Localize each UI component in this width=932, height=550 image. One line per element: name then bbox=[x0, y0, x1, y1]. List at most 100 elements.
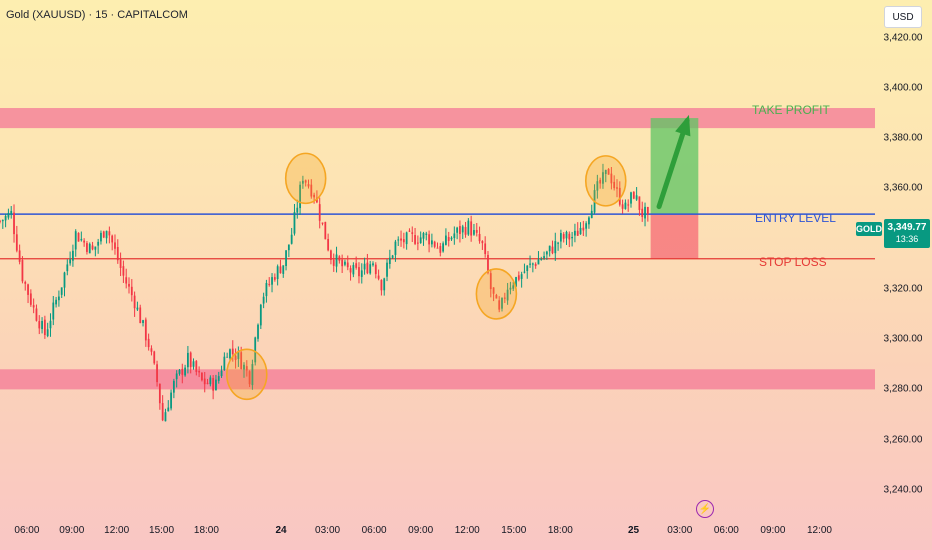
candle-body bbox=[377, 275, 380, 279]
candle-body bbox=[405, 232, 408, 245]
candle bbox=[646, 206, 649, 222]
candle-body bbox=[273, 277, 276, 280]
candle bbox=[582, 220, 585, 237]
candle bbox=[293, 203, 296, 236]
candle bbox=[363, 257, 366, 275]
candle-body bbox=[282, 265, 285, 274]
candle-body bbox=[181, 368, 184, 375]
candle-body bbox=[97, 241, 100, 246]
candle bbox=[251, 359, 254, 390]
candle-body bbox=[178, 369, 181, 374]
candle-body bbox=[136, 307, 139, 310]
currency-button[interactable]: USD bbox=[884, 6, 922, 28]
candle-body bbox=[285, 250, 287, 267]
candle-body bbox=[35, 308, 38, 321]
candle bbox=[501, 297, 503, 312]
candle-body bbox=[86, 243, 88, 252]
candle bbox=[86, 241, 88, 255]
candle bbox=[259, 303, 262, 330]
candle-body bbox=[301, 180, 304, 184]
candle-body bbox=[366, 262, 369, 274]
candle bbox=[116, 239, 119, 264]
candle-body bbox=[604, 169, 607, 174]
candle bbox=[574, 223, 576, 243]
candle bbox=[355, 256, 358, 270]
candle bbox=[330, 249, 332, 265]
candle-body bbox=[279, 266, 282, 274]
candle-body bbox=[501, 298, 503, 309]
candle bbox=[80, 231, 83, 242]
candle bbox=[209, 375, 212, 387]
candle-body bbox=[644, 206, 646, 219]
candle bbox=[49, 313, 52, 337]
candle bbox=[607, 168, 610, 175]
candle-body bbox=[624, 202, 627, 209]
candle bbox=[187, 345, 189, 374]
candle bbox=[537, 251, 540, 265]
candle-body bbox=[571, 236, 574, 239]
candle-body bbox=[352, 265, 355, 275]
candle-body bbox=[445, 235, 447, 245]
candle bbox=[397, 236, 400, 247]
candle bbox=[91, 241, 94, 251]
candle-body bbox=[150, 348, 153, 352]
candle-body bbox=[447, 237, 450, 241]
candle bbox=[60, 287, 63, 298]
lightning-bolt-icon[interactable]: ⚡ bbox=[696, 500, 714, 518]
candle-body bbox=[24, 281, 27, 284]
candle bbox=[29, 289, 32, 307]
candle-body bbox=[557, 242, 559, 244]
candle-body bbox=[346, 262, 349, 268]
candle bbox=[498, 296, 501, 313]
candle-body bbox=[49, 320, 52, 329]
candle bbox=[416, 235, 419, 251]
candle-body bbox=[374, 264, 377, 275]
candle bbox=[46, 322, 49, 338]
candle bbox=[108, 226, 111, 244]
candle-body bbox=[0, 220, 1, 222]
candle bbox=[386, 259, 388, 282]
candle bbox=[290, 227, 293, 245]
x-tick-label: 06:00 bbox=[361, 525, 387, 536]
x-tick-label: 09:00 bbox=[760, 525, 786, 536]
candle bbox=[285, 250, 287, 271]
candle-body bbox=[324, 221, 327, 240]
candle-body bbox=[296, 207, 299, 213]
candle bbox=[57, 290, 60, 307]
overlay-layer bbox=[225, 114, 691, 401]
candle bbox=[111, 234, 114, 251]
candle bbox=[475, 222, 478, 237]
candle-body bbox=[582, 227, 585, 231]
candle-body bbox=[318, 204, 321, 221]
candle-body bbox=[212, 378, 215, 391]
candle bbox=[52, 295, 55, 326]
candle bbox=[405, 231, 408, 250]
candle bbox=[128, 277, 130, 294]
candle bbox=[248, 370, 251, 388]
x-tick-label: 25 bbox=[627, 525, 640, 536]
x-tick-label: 15:00 bbox=[501, 525, 527, 536]
candle-body bbox=[372, 263, 374, 266]
candle-body bbox=[531, 263, 534, 265]
candle-body bbox=[419, 237, 422, 244]
candle-body bbox=[1, 220, 4, 222]
candle bbox=[520, 271, 523, 288]
x-tick-label: 12:00 bbox=[104, 525, 130, 536]
candle bbox=[599, 177, 602, 189]
candle-body bbox=[400, 238, 402, 241]
candle-body bbox=[380, 280, 383, 291]
candle bbox=[428, 230, 430, 253]
candle bbox=[400, 230, 402, 247]
candle-body bbox=[304, 180, 307, 183]
candle bbox=[489, 269, 492, 298]
candle-body bbox=[526, 265, 529, 271]
take-profit-label: TAKE PROFIT bbox=[752, 103, 830, 117]
candle-body bbox=[321, 222, 324, 224]
candle-body bbox=[545, 251, 548, 255]
candle-body bbox=[540, 259, 543, 261]
candle bbox=[184, 364, 186, 377]
candle bbox=[621, 199, 624, 214]
candle-body bbox=[91, 245, 94, 250]
